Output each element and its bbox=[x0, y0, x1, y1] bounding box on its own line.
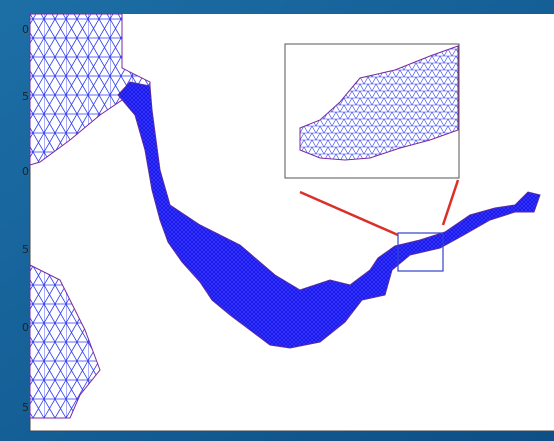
zoom-box bbox=[397, 232, 444, 272]
inset-mesh bbox=[299, 45, 459, 161]
y-tick-label: 0 bbox=[22, 23, 29, 36]
zoom-connector bbox=[441, 179, 460, 226]
y-tick-label: 5 bbox=[22, 90, 29, 103]
y-tick-label: 0 bbox=[22, 321, 29, 334]
mesh-lower-left bbox=[29, 264, 101, 419]
zoom-connector bbox=[299, 190, 399, 237]
y-tick-label: 5 bbox=[22, 243, 29, 256]
mesh-estuary bbox=[117, 81, 541, 349]
y-tick-label: 5 bbox=[22, 401, 29, 414]
y-tick-label: 0 bbox=[22, 165, 29, 178]
